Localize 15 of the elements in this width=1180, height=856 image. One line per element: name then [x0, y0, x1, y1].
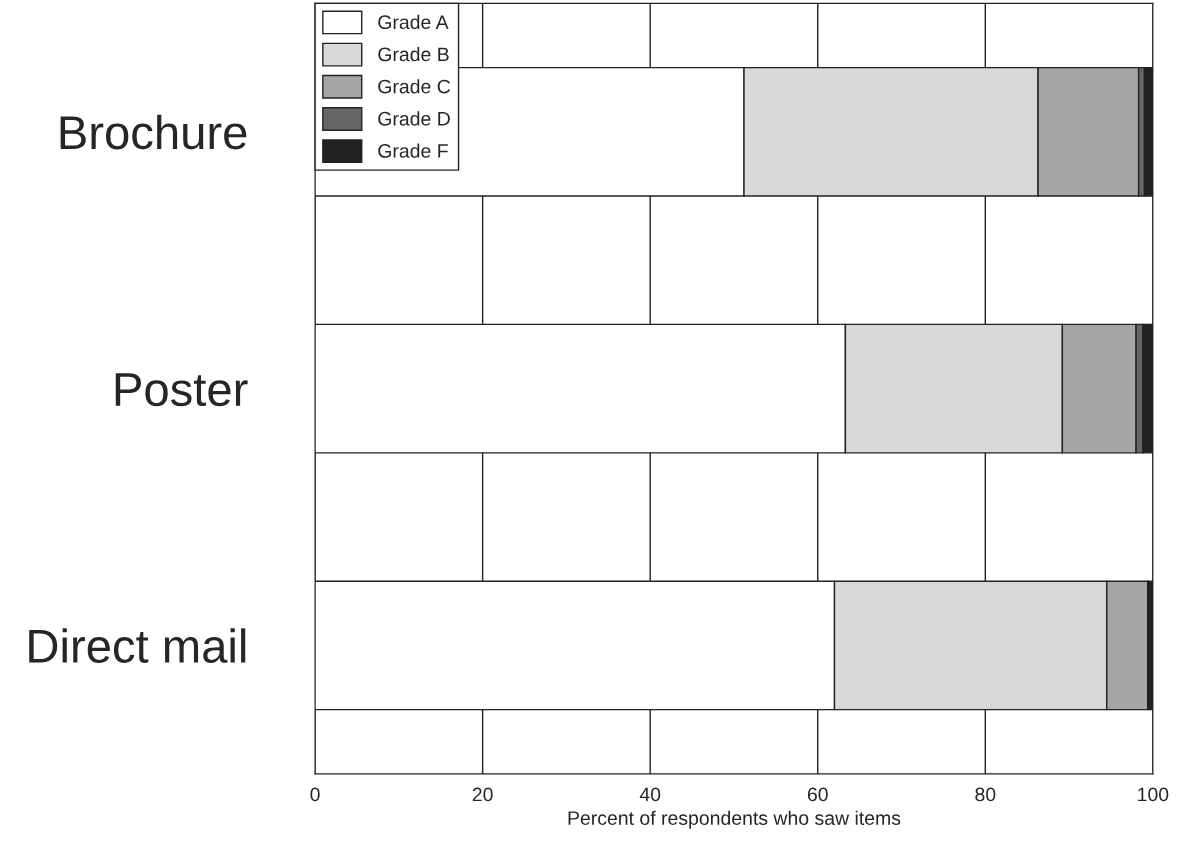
y-tick-label: Brochure: [60, 114, 247, 150]
legend-label: Grade D: [378, 111, 450, 126]
x-tick-label: 0: [310, 787, 320, 802]
x-tick-label: 20: [472, 787, 493, 802]
x-tick-label: 100: [1138, 787, 1169, 802]
x-tick-label: 60: [807, 787, 828, 802]
y-tick-label: Direct mail: [29, 628, 246, 663]
legend-label: Grade A: [378, 14, 449, 30]
x-tick-label: 40: [639, 787, 661, 802]
legend-label: Grade B: [378, 46, 449, 62]
x-axis-title: Percent of respondents who saw items: [568, 810, 901, 829]
legend-label: Grade C: [378, 79, 451, 94]
x-tick-label: 80: [975, 787, 996, 802]
legend-label: Grade F: [378, 143, 448, 158]
y-tick-label: Poster: [115, 373, 248, 407]
